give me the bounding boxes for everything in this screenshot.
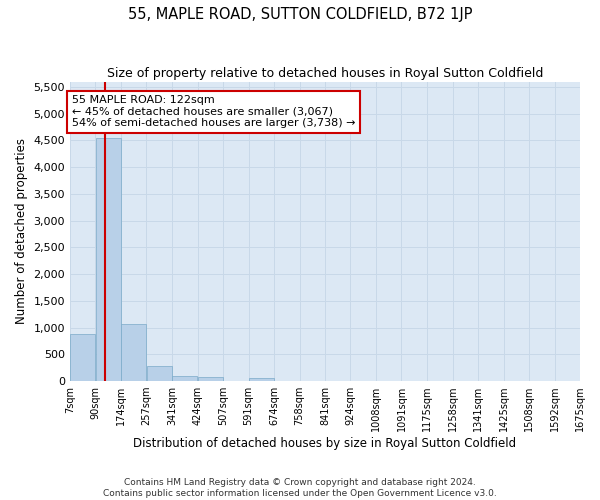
Text: 55, MAPLE ROAD, SUTTON COLDFIELD, B72 1JP: 55, MAPLE ROAD, SUTTON COLDFIELD, B72 1J…: [128, 8, 472, 22]
Bar: [172, 376, 197, 381]
Bar: [197, 377, 223, 381]
Title: Size of property relative to detached houses in Royal Sutton Coldfield: Size of property relative to detached ho…: [107, 68, 543, 80]
Bar: [70, 334, 95, 381]
X-axis label: Distribution of detached houses by size in Royal Sutton Coldfield: Distribution of detached houses by size …: [133, 437, 517, 450]
Bar: [95, 138, 121, 381]
Bar: [249, 378, 274, 381]
Bar: [146, 366, 172, 381]
Text: 55 MAPLE ROAD: 122sqm
← 45% of detached houses are smaller (3,067)
54% of semi-d: 55 MAPLE ROAD: 122sqm ← 45% of detached …: [71, 95, 355, 128]
Y-axis label: Number of detached properties: Number of detached properties: [15, 138, 28, 324]
Bar: [121, 324, 146, 381]
Text: Contains HM Land Registry data © Crown copyright and database right 2024.
Contai: Contains HM Land Registry data © Crown c…: [103, 478, 497, 498]
